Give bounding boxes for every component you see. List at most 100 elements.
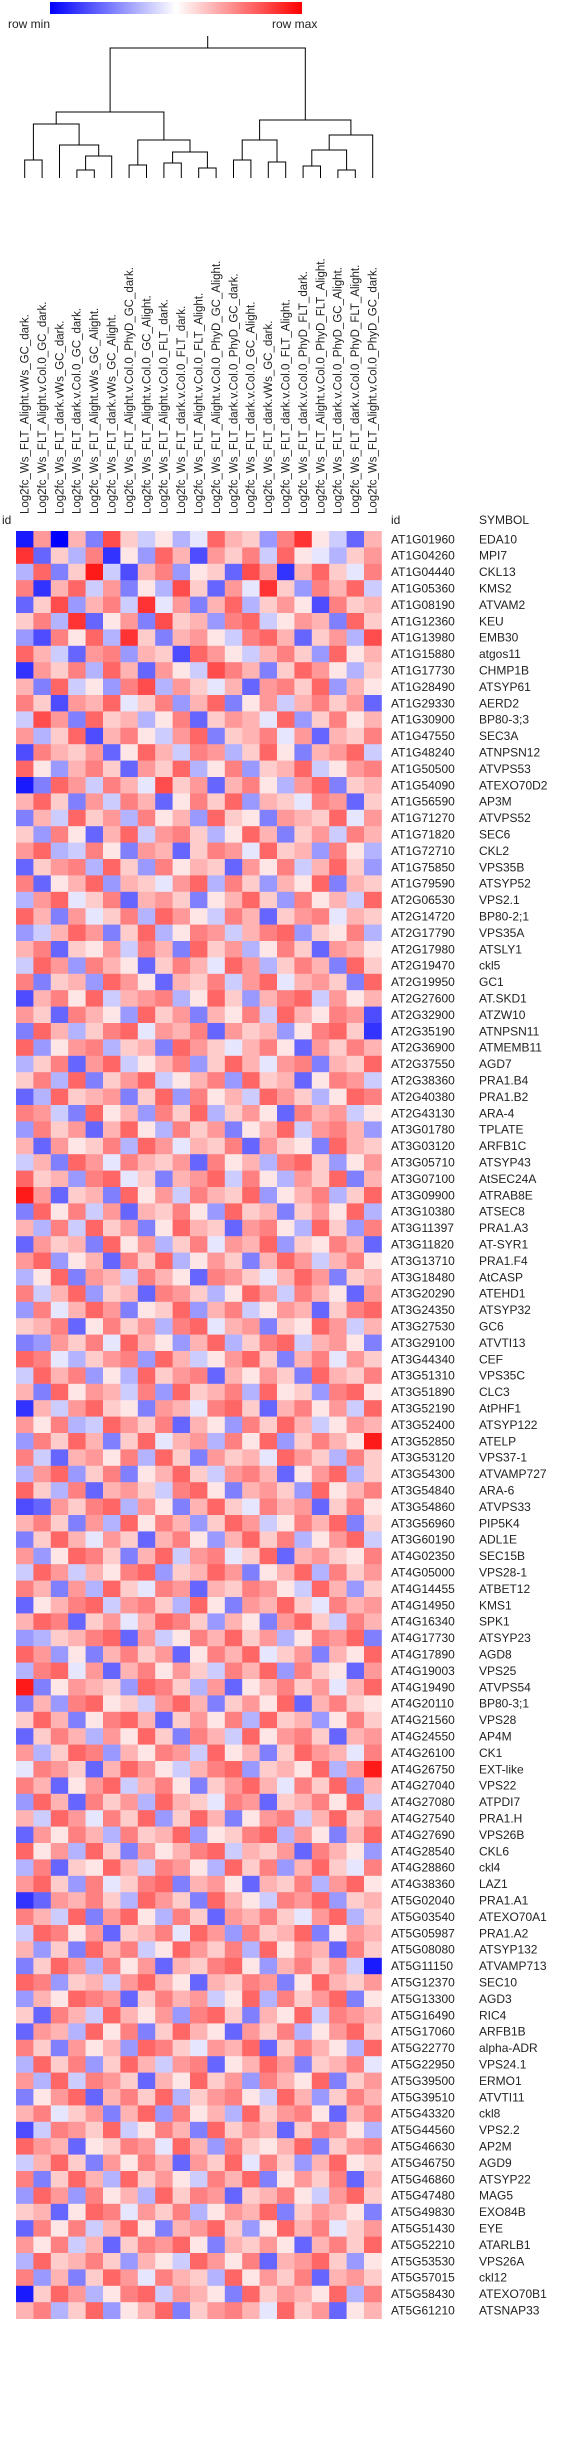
heatmap-cell	[277, 1777, 295, 1795]
heatmap-cell	[85, 1236, 104, 1253]
heatmap-cell	[33, 2220, 52, 2237]
heatmap-cell	[172, 1236, 191, 1253]
heatmap-cell	[259, 1121, 278, 1139]
heatmap-cell	[103, 727, 121, 745]
row-id-label: AT5G08080	[391, 1943, 455, 1957]
heatmap-cell	[16, 1433, 34, 1450]
heatmap-cell	[16, 662, 34, 679]
heatmap-cell	[346, 1974, 365, 1991]
heatmap-cell	[224, 1351, 243, 1368]
heatmap-cell	[346, 547, 365, 565]
heatmap-cell	[259, 1465, 278, 1483]
heatmap-cell	[68, 695, 86, 712]
heatmap-cell	[277, 2187, 295, 2205]
heatmap-cell	[103, 1383, 121, 1401]
heatmap-cell	[277, 1711, 295, 1729]
heatmap-cell	[311, 563, 330, 581]
heatmap-cell	[364, 547, 382, 565]
row-symbol-label: ATSYP122	[479, 1418, 538, 1432]
row-symbol-label: ADL1E	[479, 1533, 517, 1547]
heatmap-cell	[190, 990, 208, 1007]
heatmap-cell	[364, 1564, 382, 1581]
heatmap-cell	[259, 1006, 278, 1024]
heatmap-cell	[207, 1465, 226, 1483]
heatmap-cell	[155, 1236, 173, 1253]
heatmap-cell	[137, 2302, 156, 2319]
heatmap-cell	[50, 744, 69, 761]
heatmap-cell	[259, 1613, 278, 1631]
row-id-label: AT2G40380	[391, 1090, 455, 1104]
heatmap-cell	[190, 1990, 208, 2008]
heatmap-cell	[207, 2121, 226, 2139]
heatmap-cell	[16, 1383, 34, 1401]
heatmap-cell	[329, 1039, 347, 1057]
heatmap-cell	[103, 2154, 121, 2172]
row-symbol-label: PRA1.B2	[479, 1090, 529, 1104]
heatmap-cell	[346, 1826, 365, 1844]
heatmap-cell	[137, 1957, 156, 1975]
heatmap-cell	[137, 2056, 156, 2073]
row-symbol-label: ATSYP52	[479, 877, 531, 891]
heatmap-cell	[329, 2236, 347, 2254]
heatmap-cell	[190, 2154, 208, 2172]
heatmap-cell	[364, 2154, 382, 2172]
heatmap-cell	[207, 1219, 226, 1237]
heatmap-cell	[294, 1941, 313, 1959]
heatmap-cell	[50, 1055, 69, 1073]
heatmap-cell	[85, 973, 104, 991]
heatmap-cell	[120, 1974, 139, 1991]
heatmap-cell	[224, 1334, 243, 1352]
heatmap-cell	[50, 1531, 69, 1549]
heatmap-cell	[190, 1695, 208, 1713]
heatmap-cell	[329, 777, 347, 794]
heatmap-cell	[68, 1843, 86, 1860]
heatmap-cell	[277, 1892, 295, 1909]
heatmap-cell	[68, 1875, 86, 1893]
heatmap-cell	[224, 1662, 243, 1680]
heatmap-cell	[172, 1629, 191, 1647]
heatmap-cell	[33, 1761, 52, 1778]
heatmap-cell	[103, 1006, 121, 1024]
heatmap-cell	[311, 1367, 330, 1385]
heatmap-cell	[172, 2220, 191, 2237]
heatmap-cell	[242, 1039, 260, 1057]
heatmap-cell	[311, 1416, 330, 1434]
heatmap-cell	[50, 1105, 69, 1122]
heatmap-cell	[120, 2007, 139, 2024]
heatmap-cell	[190, 2089, 208, 2106]
heatmap-cell	[329, 2171, 347, 2188]
heatmap-cell	[137, 1416, 156, 1434]
row-symbol-label: ckl8	[479, 2107, 501, 2121]
heatmap-cell	[155, 1728, 173, 1745]
heatmap-cell	[242, 1679, 260, 1696]
heatmap-cell	[33, 580, 52, 597]
heatmap-cell	[155, 1187, 173, 1204]
heatmap-cell	[346, 777, 365, 794]
heatmap-cell	[155, 1613, 173, 1631]
heatmap-cell	[277, 1547, 295, 1565]
heatmap-cell	[155, 1662, 173, 1680]
heatmap-cell	[224, 2236, 243, 2254]
heatmap-cell	[68, 760, 86, 778]
heatmap-cell	[85, 1055, 104, 1073]
row-symbol-label: ATSYP61	[479, 680, 531, 694]
heatmap-cell	[224, 1744, 243, 1762]
heatmap-cell	[364, 678, 382, 696]
heatmap-cell	[259, 1039, 278, 1057]
heatmap-cell	[85, 2302, 104, 2319]
heatmap-cell	[329, 1219, 347, 1237]
heatmap-cell	[16, 1908, 34, 1926]
heatmap-cell	[103, 1957, 121, 1975]
row-id-label: AT1G56590	[391, 795, 455, 809]
heatmap-cell	[329, 1252, 347, 1270]
heatmap-cell	[172, 793, 191, 811]
heatmap-cell	[50, 2138, 69, 2155]
heatmap-cell	[33, 1334, 52, 1352]
heatmap-cell	[242, 2007, 260, 2024]
heatmap-cell	[190, 1892, 208, 1909]
heatmap-cell	[207, 1531, 226, 1549]
heatmap-cell	[346, 2039, 365, 2057]
heatmap-cell	[329, 2089, 347, 2106]
heatmap-cell	[242, 891, 260, 909]
heatmap-cell	[103, 596, 121, 614]
